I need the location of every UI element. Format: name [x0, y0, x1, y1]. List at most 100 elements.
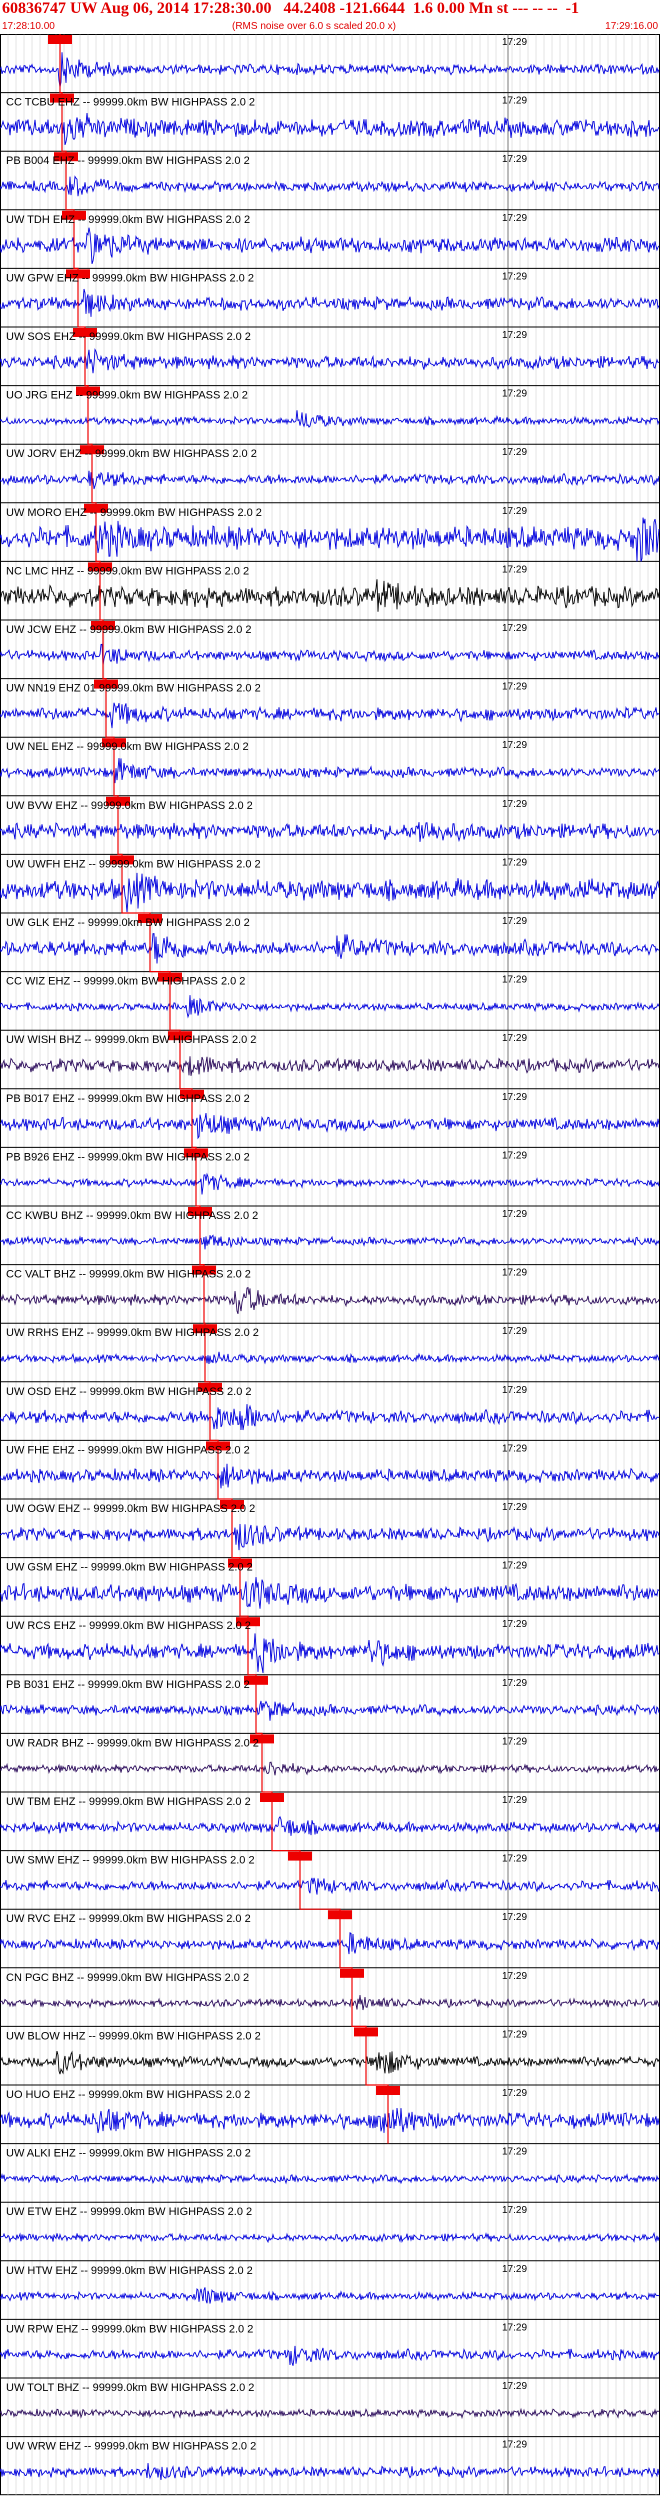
seismic-trace: [0, 1761, 660, 1776]
pick-marker: [106, 796, 130, 806]
trace-label: UW TDH EHZ -- 99999.0km BW HIGHPASS 2.0 …: [6, 214, 250, 226]
time-tick-label: 17:29: [502, 1502, 527, 1513]
seismic-trace: [0, 1113, 660, 1140]
trace-label: CC VALT BHZ -- 99999.0km BW HIGHPASS 2.0…: [6, 1269, 251, 1281]
time-tick-label: 17:29: [502, 1150, 527, 1161]
seismic-trace: [0, 1700, 660, 1721]
pick-marker: [62, 210, 86, 220]
trace-label: PB B031 EHZ -- 99999.0km BW HIGHPASS 2.0…: [6, 1679, 250, 1691]
time-tick-label: 17:29: [502, 330, 527, 341]
time-tick-label: 17:29: [502, 857, 527, 868]
pick-marker: [50, 93, 74, 103]
pick-marker: [48, 35, 72, 44]
pick-marker: [376, 2086, 400, 2095]
time-tick-label: 17:29: [502, 2322, 527, 2333]
trace-label: UW GSM EHZ -- 99999.0km BW HIGHPASS 2.0 …: [6, 1562, 253, 1574]
seismic-trace: [0, 1932, 660, 1955]
pick-layer: [48, 34, 400, 2144]
pick-marker: [193, 1324, 217, 1334]
trace-label: UW NEL EHZ -- 99999.0km BW HIGHPASS 2.0 …: [6, 741, 249, 753]
trace-label: UW GLK EHZ -- 99999.0km BW HIGHPASS 2.0 …: [6, 917, 250, 929]
time-tick-label: 17:29: [502, 506, 527, 517]
seismic-trace: [0, 1633, 660, 1674]
pick-marker: [84, 503, 108, 513]
pick-marker: [110, 855, 134, 865]
pick-marker: [73, 328, 97, 337]
seismic-trace: [0, 1577, 660, 1609]
seismic-trace: [0, 52, 660, 88]
pick-marker: [158, 972, 182, 982]
pick-marker: [288, 1851, 312, 1861]
pick-marker: [244, 1675, 268, 1685]
pick-marker: [250, 1734, 274, 1744]
time-tick-label: 17:29: [502, 389, 527, 400]
pick-marker: [228, 1558, 252, 1568]
event-title: 60836747 UW Aug 06, 2014 17:28:30.00 44.…: [2, 0, 579, 17]
seismic-trace: [0, 872, 660, 913]
trace-label: CN PGC BHZ -- 99999.0km BW HIGHPASS 2.0 …: [6, 1972, 249, 1984]
trace-label: UW HTW EHZ -- 99999.0km BW HIGHPASS 2.0 …: [6, 2265, 253, 2277]
time-tick-label: 17:29: [502, 1678, 527, 1689]
time-tick-label: 17:29: [502, 2205, 527, 2216]
grid-layer: [0, 34, 660, 2496]
seismic-trace: [0, 175, 660, 197]
seismic-trace: [0, 288, 660, 317]
time-tick-label: 17:29: [502, 447, 527, 458]
seismic-trace: [0, 410, 660, 428]
trace-label: UW RPW EHZ -- 99999.0km BW HIGHPASS 2.0 …: [6, 2323, 253, 2335]
trace-label: UW OSD EHZ -- 99999.0km BW HIGHPASS 2.0 …: [6, 1386, 252, 1398]
pick-marker: [138, 914, 162, 923]
pick-marker: [260, 1793, 284, 1802]
trace-label: NC LMC HHZ -- 99999.0km BW HIGHPASS 2.0 …: [6, 565, 249, 577]
seismic-trace: [0, 1404, 660, 1431]
pick-marker: [168, 1031, 192, 1041]
pick-marker: [102, 738, 126, 748]
seismic-trace: [0, 758, 660, 784]
trace-label: UW SOS EHZ -- 99999.0km BW HIGHPASS 2.0 …: [6, 331, 251, 343]
seismic-trace: [0, 995, 660, 1019]
pick-marker: [180, 1089, 204, 1099]
trace-label: UW RVC EHZ -- 99999.0km BW HIGHPASS 2.0 …: [6, 1913, 251, 1925]
pick-marker: [184, 1148, 208, 1158]
seismic-trace: [0, 2345, 660, 2366]
pick-marker: [54, 152, 78, 162]
time-tick-label: 17:29: [502, 271, 527, 282]
time-tick-label: 17:29: [502, 213, 527, 224]
pick-marker: [206, 1441, 230, 1451]
pick-marker: [340, 1968, 364, 1978]
seismic-trace: [0, 2173, 660, 2185]
time-tick-label: 17:29: [502, 1443, 527, 1454]
time-tick-label: 17:29: [502, 916, 527, 927]
time-tick-label: 17:29: [502, 1795, 527, 1806]
trace-label: UW JCW EHZ -- 99999.0km BW HIGHPASS 2.0 …: [6, 624, 252, 636]
seismic-trace: [0, 1056, 660, 1076]
pick-marker: [76, 386, 100, 396]
start-time: 17:28:10.00: [2, 21, 55, 32]
trace-label: UW GPW EHZ -- 99999.0km BW HIGHPASS 2.0 …: [6, 272, 254, 284]
end-time: 17:29:16.00: [605, 21, 658, 32]
trace-label: CC KWBU BHZ -- 99999.0km BW HIGHPASS 2.0…: [6, 1210, 258, 1222]
seismic-trace: [0, 1286, 660, 1315]
pick-marker: [94, 679, 118, 689]
seismic-trace: [0, 1351, 660, 1365]
seismic-trace: [0, 2407, 660, 2420]
time-tick-label: 17:29: [502, 682, 527, 693]
trace-label: UO HUO EHZ -- 99999.0km BW HIGHPASS 2.0 …: [6, 2089, 250, 2101]
trace-label: UW BLOW HHZ -- 99999.0km BW HIGHPASS 2.0…: [6, 2030, 261, 2042]
time-tick-label: 17:29: [502, 154, 527, 165]
seismic-trace: [0, 1877, 660, 1895]
time-tick-label: 17:29: [502, 975, 527, 986]
pick-marker: [88, 562, 112, 572]
trace-layer: [0, 52, 660, 2480]
pick-marker: [91, 621, 115, 630]
time-tick-label: 17:29: [502, 2381, 527, 2392]
seismic-trace: [0, 348, 660, 374]
pick-marker: [188, 1207, 212, 1216]
time-tick-label: 17:29: [502, 1209, 527, 1220]
seismic-trace: [0, 470, 660, 490]
seismic-trace: [0, 2050, 660, 2075]
trace-label: CC WIZ EHZ -- 99999.0km BW HIGHPASS 2.0 …: [6, 976, 245, 988]
trace-label: UW MORO EHZ -- 99999.0km BW HIGHPASS 2.0…: [6, 507, 262, 519]
trace-label: UW RADR BHZ -- 99999.0km BW HIGHPASS 2.0…: [6, 1737, 259, 1749]
time-tick-label: 17:29: [502, 2029, 527, 2040]
